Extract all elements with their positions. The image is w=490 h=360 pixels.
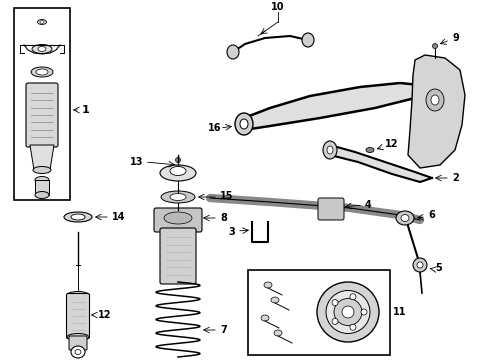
Polygon shape	[244, 83, 420, 130]
Ellipse shape	[317, 282, 379, 342]
Text: 14: 14	[112, 212, 125, 222]
Ellipse shape	[332, 300, 338, 306]
Polygon shape	[30, 145, 54, 170]
Text: 3: 3	[228, 227, 235, 237]
Text: 7: 7	[220, 325, 227, 335]
Ellipse shape	[302, 33, 314, 47]
Ellipse shape	[327, 146, 333, 154]
Ellipse shape	[164, 212, 192, 224]
FancyBboxPatch shape	[160, 228, 196, 284]
FancyBboxPatch shape	[154, 208, 202, 232]
FancyBboxPatch shape	[318, 198, 344, 220]
Ellipse shape	[175, 158, 180, 162]
Text: 13: 13	[130, 157, 144, 167]
Text: 6: 6	[428, 210, 435, 220]
Ellipse shape	[67, 292, 89, 298]
Ellipse shape	[274, 330, 282, 336]
Ellipse shape	[332, 318, 338, 324]
Ellipse shape	[264, 282, 272, 288]
Ellipse shape	[71, 346, 85, 358]
Ellipse shape	[350, 294, 356, 300]
FancyBboxPatch shape	[26, 83, 58, 147]
Ellipse shape	[323, 141, 337, 159]
Ellipse shape	[396, 211, 414, 225]
FancyBboxPatch shape	[69, 336, 87, 350]
Ellipse shape	[413, 258, 427, 272]
Ellipse shape	[261, 315, 269, 321]
Ellipse shape	[366, 148, 374, 153]
Text: 12: 12	[385, 139, 398, 149]
Ellipse shape	[40, 21, 44, 23]
Ellipse shape	[67, 333, 89, 341]
Ellipse shape	[271, 297, 279, 303]
Text: 16: 16	[208, 123, 221, 133]
Ellipse shape	[227, 45, 239, 59]
Ellipse shape	[326, 291, 370, 333]
Ellipse shape	[38, 19, 47, 24]
Ellipse shape	[36, 69, 48, 75]
Polygon shape	[330, 145, 432, 182]
Ellipse shape	[38, 46, 46, 51]
Ellipse shape	[240, 119, 248, 129]
Bar	[35, 180, 49, 195]
Ellipse shape	[433, 44, 438, 49]
Ellipse shape	[35, 192, 49, 198]
Ellipse shape	[235, 113, 253, 135]
Text: 10: 10	[271, 2, 285, 12]
Ellipse shape	[75, 350, 81, 355]
Text: 2: 2	[452, 173, 459, 183]
Ellipse shape	[33, 166, 51, 174]
FancyBboxPatch shape	[67, 293, 90, 338]
Ellipse shape	[417, 262, 423, 268]
Text: 4: 4	[365, 200, 372, 210]
Text: 11: 11	[393, 307, 407, 317]
Ellipse shape	[31, 67, 53, 77]
Ellipse shape	[350, 324, 356, 330]
Text: 5: 5	[435, 263, 442, 273]
Bar	[14, 8, 70, 200]
Ellipse shape	[35, 176, 49, 184]
Ellipse shape	[401, 215, 409, 221]
Ellipse shape	[64, 212, 92, 222]
Ellipse shape	[334, 298, 362, 325]
Ellipse shape	[32, 45, 52, 54]
Polygon shape	[408, 55, 465, 168]
Ellipse shape	[71, 214, 85, 220]
Text: 1: 1	[82, 105, 90, 115]
Text: 9: 9	[452, 33, 459, 43]
Ellipse shape	[170, 166, 186, 176]
Ellipse shape	[361, 309, 367, 315]
Text: 8: 8	[220, 213, 227, 223]
Text: 12: 12	[98, 310, 112, 320]
Ellipse shape	[431, 95, 439, 105]
Text: 15: 15	[220, 191, 234, 201]
Bar	[248, 270, 390, 355]
Ellipse shape	[426, 89, 444, 111]
Ellipse shape	[342, 306, 354, 318]
Ellipse shape	[170, 194, 186, 201]
Ellipse shape	[161, 191, 195, 203]
Ellipse shape	[160, 165, 196, 181]
